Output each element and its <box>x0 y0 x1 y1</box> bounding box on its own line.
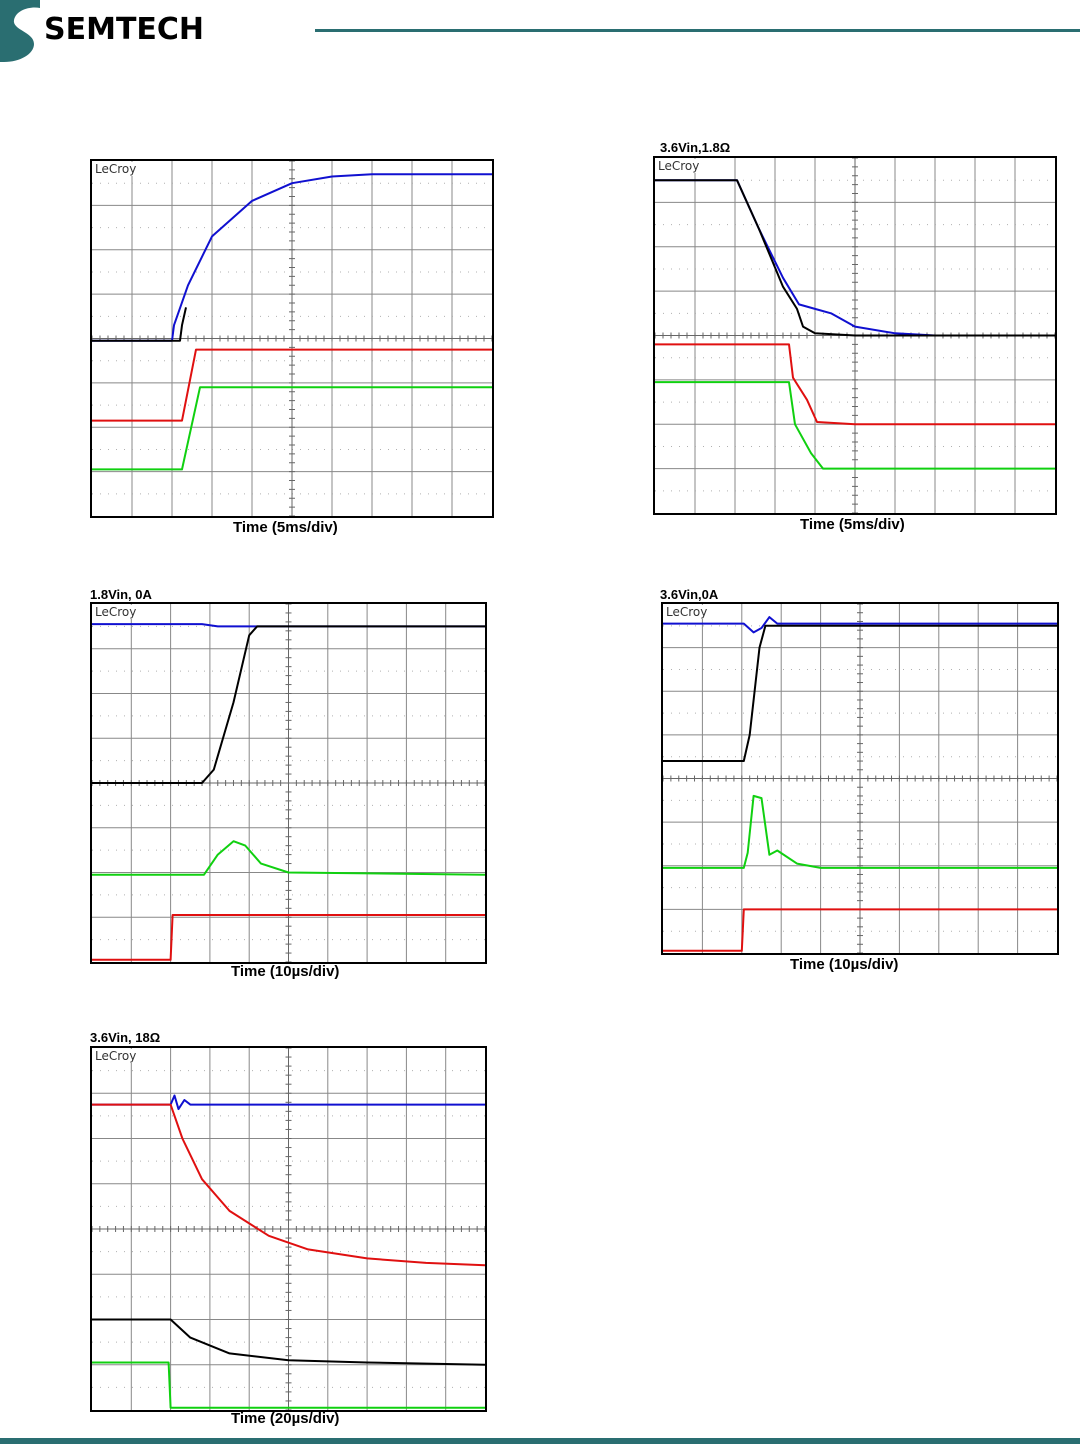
trace-green <box>663 794 1057 869</box>
trace-red <box>92 914 485 961</box>
time-axis-label-1: Time (5ms/div) <box>233 519 338 536</box>
condition-label-3: 1.8Vin, 0A <box>90 587 152 602</box>
trace-blue <box>663 616 1057 634</box>
scope-plot-5: LeCroy <box>90 1046 487 1412</box>
trace-green <box>92 386 492 471</box>
trace-red <box>663 908 1057 952</box>
condition-label-4: 3.6Vin,0A <box>660 587 719 602</box>
grid-lines <box>92 161 492 516</box>
scope-brand-label: LeCroy <box>94 162 138 176</box>
scope-grid-4 <box>663 604 1057 953</box>
scope-plot-3: LeCroy <box>90 602 487 964</box>
grid-lines <box>663 604 1057 953</box>
condition-label-2: 3.6Vin,1.8Ω <box>660 140 731 155</box>
trace-black <box>92 1318 485 1366</box>
scope-grid-1 <box>92 161 492 516</box>
time-axis-label-3: Time (10µs/div) <box>231 963 340 980</box>
scope-brand-label: LeCroy <box>94 605 138 619</box>
trace-green <box>655 381 1055 470</box>
scope-grid-3 <box>92 604 485 962</box>
trace-red <box>92 348 492 422</box>
time-axis-label-4: Time (10µs/div) <box>790 956 899 973</box>
trace-red <box>655 343 1055 426</box>
scope-plot-1: LeCroy <box>90 159 494 518</box>
trace-blue <box>92 173 492 342</box>
time-axis-label-2: Time (5ms/div) <box>800 516 905 533</box>
time-axis-label-5: Time (20µs/div) <box>231 1410 340 1427</box>
trace-green <box>92 1361 485 1409</box>
condition-label-5: 3.6Vin, 18Ω <box>90 1030 161 1045</box>
scope-grid-2 <box>655 158 1055 513</box>
scope-grid-5 <box>92 1048 485 1410</box>
trace-red <box>92 1103 485 1267</box>
trace-black <box>655 179 1055 337</box>
scope-brand-label: LeCroy <box>665 605 709 619</box>
trace-black <box>92 625 485 784</box>
trace-black <box>663 624 1057 762</box>
scope-plot-4: LeCroy <box>661 602 1059 955</box>
semtech-s-icon <box>0 0 40 62</box>
semtech-logo: SEMTECH <box>0 0 300 62</box>
scope-brand-label: LeCroy <box>94 1049 138 1063</box>
scope-brand-label: LeCroy <box>657 159 701 173</box>
footer-rule <box>0 1438 1080 1444</box>
trace-green <box>92 840 485 876</box>
header-rule <box>315 29 1080 32</box>
trace-black <box>92 307 187 342</box>
brand-name: SEMTECH <box>44 12 205 47</box>
scope-plot-2: LeCroy <box>653 156 1057 515</box>
grid-lines <box>92 1048 485 1410</box>
